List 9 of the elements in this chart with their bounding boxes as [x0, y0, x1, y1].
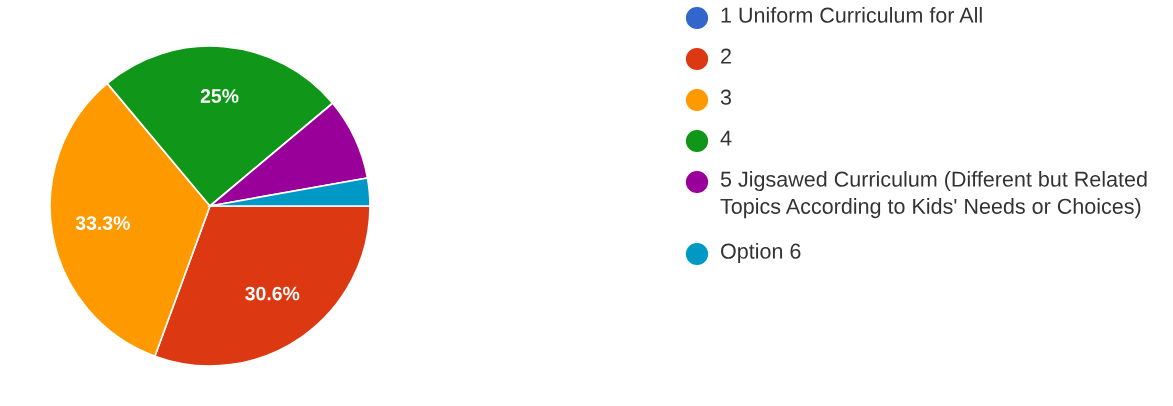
legend-label: 1 Uniform Curriculum for All: [721, 7, 982, 23]
data-label: 33.3%: [75, 216, 130, 230]
legend-label: 5 Jigsawed Curriculum (Different but Related Topics According to Kids' Needs or Choices): [720, 171, 1147, 219]
legend-label: 3: [720, 89, 732, 105]
data-label: 30.6%: [245, 286, 300, 301]
legend-label: 4: [720, 130, 732, 146]
legend-label: 2: [721, 48, 731, 64]
data-label: 25%: [200, 89, 239, 103]
legend-label: Option 6: [721, 243, 801, 264]
